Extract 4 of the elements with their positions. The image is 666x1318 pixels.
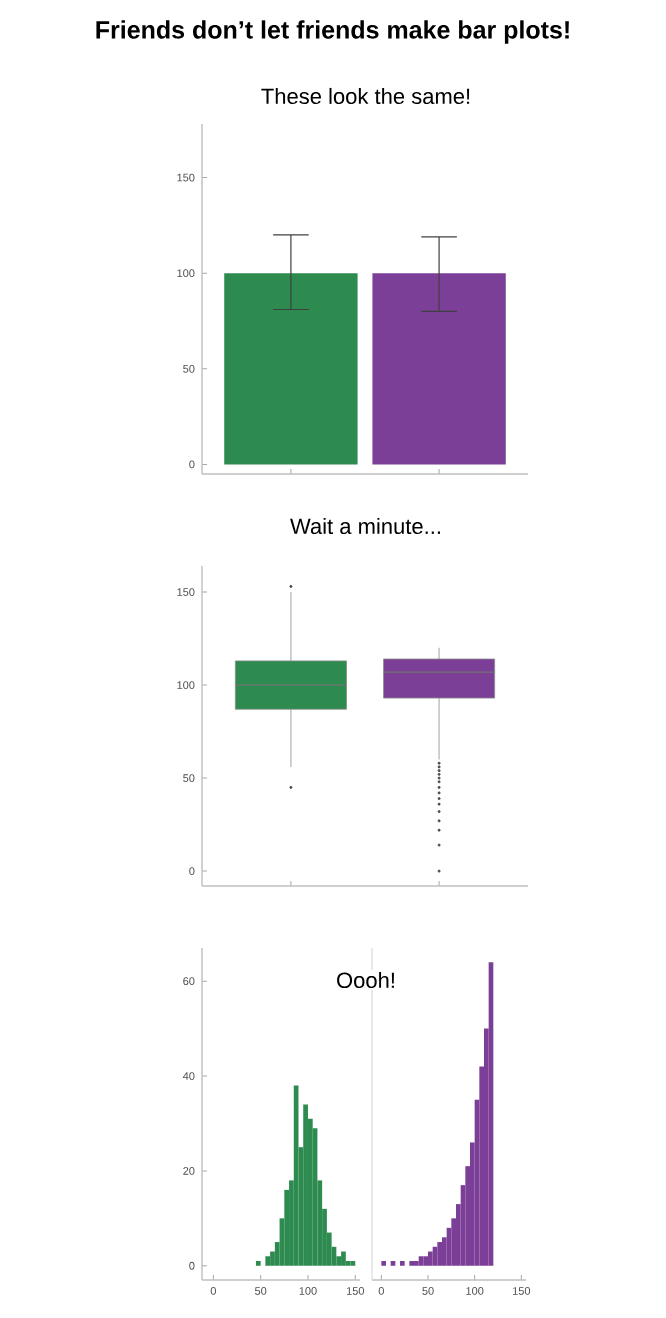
text: Oooh! bbox=[337, 971, 394, 989]
chart-title: Wait a minute... bbox=[290, 517, 440, 535]
chart-title: Friends don’t let friends make bar plots! bbox=[96, 20, 569, 44]
chart-subtitle: These look the same! bbox=[261, 87, 470, 105]
